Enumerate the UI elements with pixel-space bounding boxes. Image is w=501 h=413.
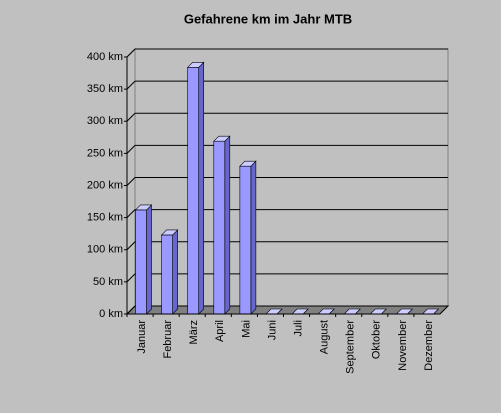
y-tick-label: 0 km xyxy=(99,308,123,320)
grid-line xyxy=(126,305,136,315)
x-tick-label: April xyxy=(214,320,226,342)
bar-top xyxy=(186,61,205,68)
x-tick-label: Oktober xyxy=(371,320,383,359)
bar-front xyxy=(239,165,252,315)
bar-top xyxy=(160,229,179,236)
bar-top xyxy=(134,204,153,211)
bar-front xyxy=(135,209,147,315)
x-tick-label: März xyxy=(188,320,200,344)
grid-line xyxy=(126,145,136,154)
x-tick-label: Juli xyxy=(292,320,304,337)
x-tick-label: September xyxy=(345,320,357,374)
grid-line xyxy=(126,48,136,58)
grid-line xyxy=(126,177,136,186)
bar-side xyxy=(198,61,205,315)
y-tick-label: 150 km xyxy=(87,212,123,224)
bar-front xyxy=(187,66,200,315)
bar-front xyxy=(213,140,226,315)
bar xyxy=(213,135,231,315)
bar xyxy=(186,61,205,315)
grid-line xyxy=(126,80,136,90)
y-tick-label: 100 km xyxy=(87,244,123,256)
y-tick-label: 200 km xyxy=(87,179,123,191)
x-tick-label: November xyxy=(397,320,409,371)
bar xyxy=(239,160,257,315)
x-tick-label: Juni xyxy=(266,320,278,340)
y-tick-label: 300 km xyxy=(87,115,123,127)
grid-line xyxy=(126,241,136,251)
x-tick-label: August xyxy=(319,320,331,354)
x-tick-label: Februar xyxy=(162,320,174,359)
y-tick-label: 350 km xyxy=(87,83,123,95)
y-tick-label: 50 km xyxy=(93,276,123,288)
bar xyxy=(160,229,179,315)
bar-front xyxy=(161,234,173,315)
bar-top xyxy=(213,135,231,142)
grid-line xyxy=(126,209,136,218)
y-tick-label: 400 km xyxy=(87,51,123,63)
x-tick-label: Januar xyxy=(136,320,148,354)
bar-side xyxy=(146,204,152,315)
grid-line xyxy=(126,273,136,283)
bar xyxy=(395,308,414,315)
grid-line xyxy=(126,112,136,122)
chart-title: Gefahrene km im Jahr MTB xyxy=(184,11,352,26)
bar-side xyxy=(250,160,257,315)
bar-side xyxy=(172,229,178,315)
bar xyxy=(343,308,361,315)
x-tick-label: Mai xyxy=(240,320,252,338)
y-tick-label: 250 km xyxy=(87,147,123,159)
x-tick-label: Dezember xyxy=(423,320,435,371)
bar-top xyxy=(239,160,257,167)
bar xyxy=(134,204,153,315)
bar-side xyxy=(224,135,231,315)
